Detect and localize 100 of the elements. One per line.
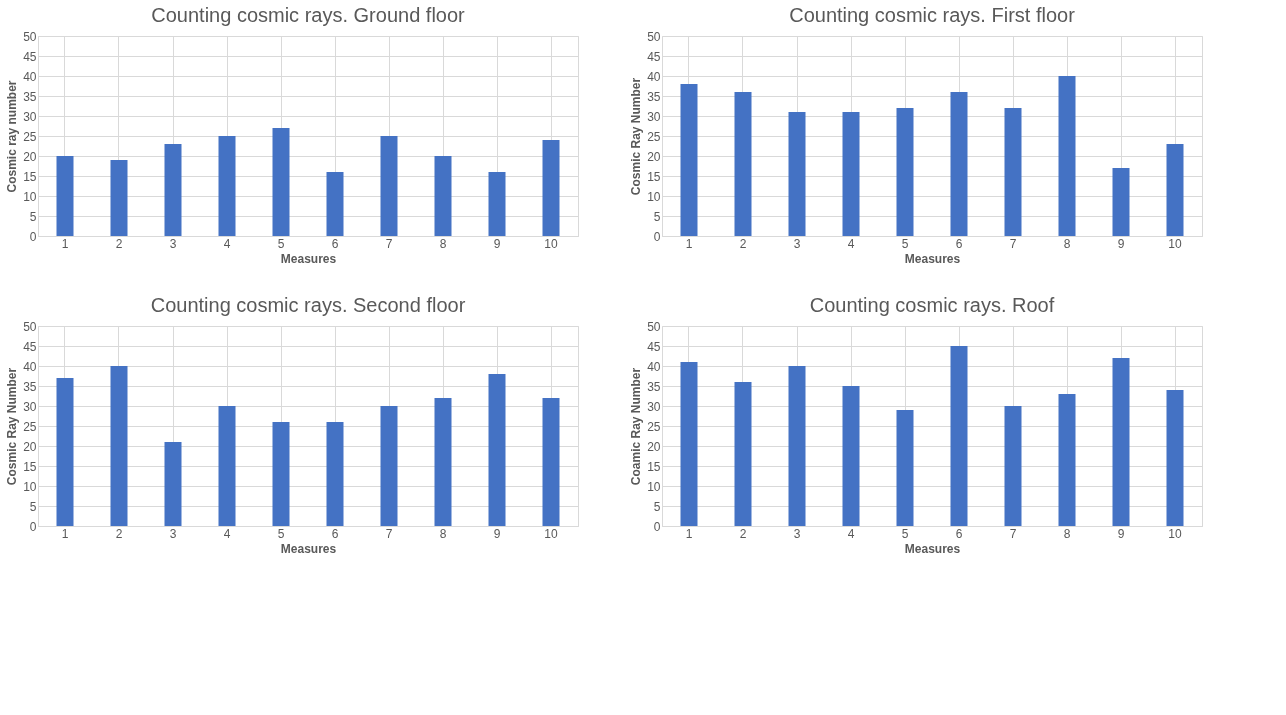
x-tick-label: 6: [331, 236, 339, 251]
y-tick-label: 15: [647, 459, 661, 474]
x-tick-label: 7: [1009, 236, 1017, 251]
x-tick-label: 3: [169, 526, 177, 541]
bar: [842, 386, 860, 526]
y-tick-label: 5: [653, 209, 661, 224]
bar: [788, 112, 806, 236]
bar: [56, 378, 74, 526]
bar: [1004, 108, 1022, 236]
x-tick-label: 10: [544, 526, 558, 541]
bar: [164, 144, 182, 236]
x-tick-label: 9: [493, 526, 501, 541]
x-axis-title: Measures: [904, 251, 961, 266]
x-tick-label: 1: [61, 526, 69, 541]
y-tick-label: 35: [647, 379, 661, 394]
y-tick-label: 35: [647, 89, 661, 104]
bar: [842, 112, 860, 236]
x-tick-label: 3: [793, 526, 801, 541]
bar: [1058, 76, 1076, 236]
y-tick-label: 15: [23, 169, 37, 184]
bar: [896, 108, 914, 236]
x-tick-label: 10: [1168, 236, 1182, 251]
y-tick-label: 25: [647, 129, 661, 144]
y-axis-title: Cosmic Ray Number: [5, 367, 20, 486]
x-tick-label: 8: [1063, 526, 1071, 541]
y-tick-label: 5: [29, 499, 37, 514]
y-tick-label: 10: [647, 189, 661, 204]
y-tick-label: 0: [653, 229, 661, 244]
y-tick-label: 40: [23, 359, 37, 374]
y-tick-label: 45: [647, 339, 661, 354]
y-tick-label: 45: [647, 49, 661, 64]
x-tick-label: 5: [901, 526, 909, 541]
x-tick-label: 4: [223, 526, 231, 541]
bar: [218, 136, 236, 236]
x-tick-label: 7: [385, 236, 393, 251]
bar: [680, 362, 698, 526]
x-tick-label: 7: [385, 526, 393, 541]
y-tick-label: 10: [23, 479, 37, 494]
y-tick-label: 25: [23, 419, 37, 434]
bar: [680, 84, 698, 236]
y-axis-title: Coamic Ray Number: [629, 367, 644, 486]
y-tick-label: 10: [23, 189, 37, 204]
y-tick-label: 0: [29, 519, 37, 534]
y-tick-label: 20: [23, 439, 37, 454]
y-tick-label: 25: [23, 129, 37, 144]
y-tick-label: 35: [23, 379, 37, 394]
bar: [1166, 390, 1184, 526]
y-tick-label: 15: [647, 169, 661, 184]
y-axis-title: Cosmic ray number: [5, 80, 20, 193]
x-tick-label: 8: [439, 526, 447, 541]
x-tick-label: 1: [685, 526, 693, 541]
x-tick-label: 5: [277, 236, 285, 251]
chart-title: Counting cosmic rays. First floor: [789, 4, 1076, 26]
y-tick-label: 10: [647, 479, 661, 494]
x-tick-label: 2: [739, 526, 747, 541]
y-tick-label: 40: [647, 69, 661, 84]
y-tick-label: 40: [647, 359, 661, 374]
x-tick-label: 9: [1117, 526, 1125, 541]
x-tick-label: 1: [61, 236, 69, 251]
bar: [542, 140, 560, 236]
bar: [326, 422, 344, 526]
y-tick-label: 35: [23, 89, 37, 104]
bar: [734, 382, 752, 526]
x-tick-label: 2: [115, 236, 123, 251]
bar: [488, 374, 506, 526]
x-tick-label: 2: [115, 526, 123, 541]
bar: [434, 398, 452, 526]
y-tick-label: 45: [23, 49, 37, 64]
bar: [164, 442, 182, 526]
chart-title: Counting cosmic rays. Ground floor: [151, 4, 466, 26]
bar: [1004, 406, 1022, 526]
y-tick-label: 50: [647, 29, 661, 44]
bar: [1112, 168, 1130, 236]
chart-title: Counting cosmic rays. Roof: [809, 294, 1055, 316]
x-tick-label: 5: [901, 236, 909, 251]
x-tick-label: 8: [439, 236, 447, 251]
x-tick-label: 5: [277, 526, 285, 541]
y-tick-label: 20: [647, 439, 661, 454]
bar: [788, 366, 806, 526]
x-tick-label: 6: [955, 526, 963, 541]
x-tick-label: 3: [169, 236, 177, 251]
y-tick-label: 30: [647, 109, 661, 124]
y-tick-label: 45: [23, 339, 37, 354]
bar: [326, 172, 344, 236]
y-tick-label: 0: [653, 519, 661, 534]
x-axis-title: Measures: [280, 541, 337, 556]
bar: [56, 156, 74, 236]
chart-title: Counting cosmic rays. Second floor: [150, 294, 466, 316]
y-tick-label: 15: [23, 459, 37, 474]
y-tick-label: 50: [23, 319, 37, 334]
bar: [110, 160, 128, 236]
y-tick-label: 30: [23, 399, 37, 414]
x-tick-label: 3: [793, 236, 801, 251]
y-axis-title: Cosmic Ray Number: [629, 77, 644, 196]
bar: [380, 136, 398, 236]
bar: [950, 92, 968, 236]
bar: [542, 398, 560, 526]
x-tick-label: 7: [1009, 526, 1017, 541]
x-tick-label: 8: [1063, 236, 1071, 251]
y-tick-label: 40: [23, 69, 37, 84]
